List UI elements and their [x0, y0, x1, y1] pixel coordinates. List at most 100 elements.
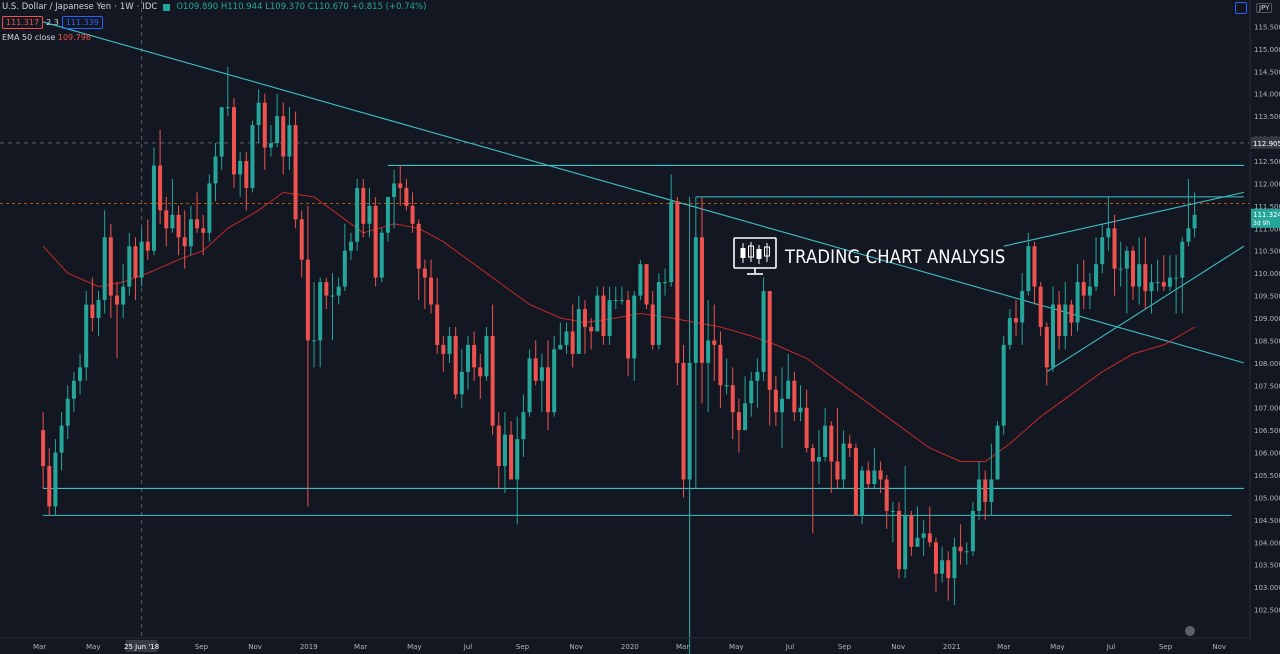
candle-32[interactable] — [238, 161, 243, 175]
candle-61[interactable] — [416, 223, 421, 269]
candle-74[interactable] — [496, 425, 501, 467]
candle-160[interactable] — [1026, 246, 1031, 292]
candle-143[interactable] — [921, 533, 926, 538]
candle-49[interactable] — [342, 250, 347, 287]
candle-27[interactable] — [207, 183, 212, 233]
candle-163[interactable] — [1044, 326, 1049, 368]
candle-179[interactable] — [1143, 264, 1148, 292]
candle-173[interactable] — [1106, 228, 1111, 238]
candle-53[interactable] — [367, 205, 372, 224]
candle-182[interactable] — [1161, 282, 1166, 287]
candle-14[interactable] — [127, 246, 132, 287]
candle-8[interactable] — [90, 304, 95, 318]
candle-81[interactable] — [539, 367, 544, 381]
candle-134[interactable] — [866, 470, 871, 484]
candle-144[interactable] — [927, 533, 932, 543]
candle-36[interactable] — [262, 102, 267, 148]
candle-31[interactable] — [231, 107, 236, 175]
candle-18[interactable] — [151, 165, 156, 251]
candle-37[interactable] — [268, 143, 273, 148]
candle-7[interactable] — [84, 304, 89, 368]
candle-44[interactable] — [312, 340, 317, 342]
candle-82[interactable] — [546, 367, 551, 413]
candle-101[interactable] — [663, 282, 668, 284]
candle-96[interactable] — [632, 295, 637, 359]
time-zone-icon[interactable] — [1185, 626, 1195, 636]
candle-65[interactable] — [441, 344, 446, 354]
candle-73[interactable] — [490, 335, 495, 426]
candle-126[interactable] — [816, 457, 821, 462]
candle-120[interactable] — [780, 398, 785, 413]
candle-174[interactable] — [1112, 228, 1117, 269]
candle-114[interactable] — [743, 403, 748, 431]
candle-152[interactable] — [977, 479, 982, 511]
candle-54[interactable] — [373, 205, 378, 278]
candle-153[interactable] — [983, 479, 988, 502]
candle-71[interactable] — [478, 367, 483, 377]
candle-158[interactable] — [1014, 318, 1019, 323]
candle-93[interactable] — [613, 300, 618, 302]
candle-142[interactable] — [915, 537, 920, 547]
candle-181[interactable] — [1155, 282, 1160, 284]
candle-23[interactable] — [182, 237, 187, 247]
candle-13[interactable] — [121, 286, 126, 305]
candle-17[interactable] — [145, 241, 150, 251]
candle-45[interactable] — [318, 282, 323, 341]
candle-52[interactable] — [361, 187, 366, 224]
candle-168[interactable] — [1075, 282, 1080, 323]
candle-113[interactable] — [736, 412, 741, 431]
candle-150[interactable] — [964, 551, 969, 553]
candle-51[interactable] — [355, 187, 360, 242]
candle-4[interactable] — [65, 398, 70, 426]
candle-46[interactable] — [324, 282, 329, 296]
candle-90[interactable] — [595, 295, 600, 332]
sell-price-button[interactable]: 111.317 — [2, 16, 44, 29]
candle-107[interactable] — [699, 237, 704, 363]
candle-167[interactable] — [1069, 304, 1074, 323]
candle-137[interactable] — [884, 479, 889, 511]
candle-146[interactable] — [940, 560, 945, 574]
candle-159[interactable] — [1020, 291, 1025, 323]
candle-148[interactable] — [952, 546, 957, 579]
currency-label[interactable]: JPY — [1256, 3, 1273, 13]
candle-21[interactable] — [170, 214, 175, 229]
candle-1[interactable] — [47, 466, 52, 507]
candle-9[interactable] — [96, 300, 101, 318]
candle-176[interactable] — [1124, 250, 1129, 269]
candle-177[interactable] — [1131, 250, 1136, 287]
candle-133[interactable] — [860, 470, 865, 516]
interval-label[interactable]: 1W — [119, 2, 134, 12]
candle-129[interactable] — [835, 461, 840, 480]
candle-38[interactable] — [275, 116, 280, 144]
buy-price-button[interactable]: 111.339 — [61, 16, 103, 29]
candle-29[interactable] — [219, 107, 224, 157]
candle-171[interactable] — [1094, 264, 1099, 287]
candle-10[interactable] — [102, 237, 107, 301]
candle-175[interactable] — [1118, 268, 1123, 270]
candle-70[interactable] — [472, 344, 477, 368]
candle-99[interactable] — [650, 304, 655, 345]
candle-5[interactable] — [71, 380, 76, 399]
candle-130[interactable] — [841, 443, 846, 480]
candle-28[interactable] — [213, 156, 218, 184]
candle-40[interactable] — [287, 125, 292, 157]
candle-169[interactable] — [1081, 282, 1086, 296]
candle-151[interactable] — [970, 510, 975, 552]
ema50-line[interactable] — [42, 191, 1195, 462]
candle-63[interactable] — [429, 277, 434, 305]
candle-48[interactable] — [336, 286, 341, 296]
candle-140[interactable] — [903, 515, 908, 570]
candle-58[interactable] — [398, 183, 403, 188]
candle-121[interactable] — [786, 380, 791, 399]
candle-75[interactable] — [502, 434, 507, 467]
candle-34[interactable] — [250, 125, 255, 188]
price-axis-bg[interactable] — [1250, 0, 1280, 654]
candle-111[interactable] — [724, 385, 729, 387]
candle-105[interactable] — [687, 362, 692, 480]
candle-183[interactable] — [1167, 277, 1172, 287]
candle-165[interactable] — [1057, 304, 1062, 336]
candle-55[interactable] — [379, 232, 384, 278]
candle-180[interactable] — [1149, 282, 1154, 292]
candle-131[interactable] — [847, 443, 852, 449]
candle-11[interactable] — [108, 237, 113, 296]
